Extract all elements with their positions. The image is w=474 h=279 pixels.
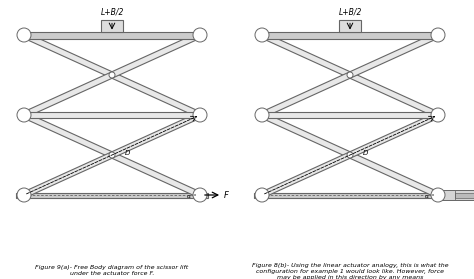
Polygon shape [23,112,201,198]
Polygon shape [261,32,439,118]
Polygon shape [23,32,201,118]
Polygon shape [261,112,439,198]
Circle shape [17,188,31,202]
Polygon shape [24,112,200,118]
Bar [339,20,361,32]
Polygon shape [23,32,201,118]
Circle shape [17,28,31,42]
Bar [254,193,446,198]
Circle shape [109,72,115,78]
Text: Figure 8(b)- Using the linear actuator analogy, this is what the
configuration f: Figure 8(b)- Using the linear actuator a… [252,263,448,279]
Text: D: D [125,150,130,156]
Circle shape [193,28,207,42]
Polygon shape [262,112,438,118]
Circle shape [347,152,353,158]
Bar [441,190,474,200]
Bar [16,193,208,198]
Circle shape [109,152,115,158]
Circle shape [431,28,445,42]
Polygon shape [261,32,439,118]
Text: Figure 9(a)- Free Body diagram of the scissor lift
under the actuator force F.: Figure 9(a)- Free Body diagram of the sc… [36,265,189,276]
Circle shape [17,108,31,122]
Text: L+B/2: L+B/2 [100,8,124,16]
Bar [455,193,474,198]
Text: $\alpha$: $\alpha$ [424,193,430,200]
Circle shape [193,188,207,202]
Bar [101,20,123,32]
Circle shape [255,188,269,202]
Circle shape [347,72,353,78]
Text: D: D [363,150,368,156]
Bar [19,32,205,39]
Circle shape [431,188,445,202]
Circle shape [431,108,445,122]
Circle shape [255,28,269,42]
Text: F: F [224,191,229,199]
Circle shape [255,108,269,122]
Text: L+B/2: L+B/2 [338,8,362,16]
Text: $\alpha$: $\alpha$ [186,193,192,200]
Polygon shape [261,112,439,198]
Circle shape [193,108,207,122]
Bar [257,32,443,39]
Polygon shape [23,112,201,198]
